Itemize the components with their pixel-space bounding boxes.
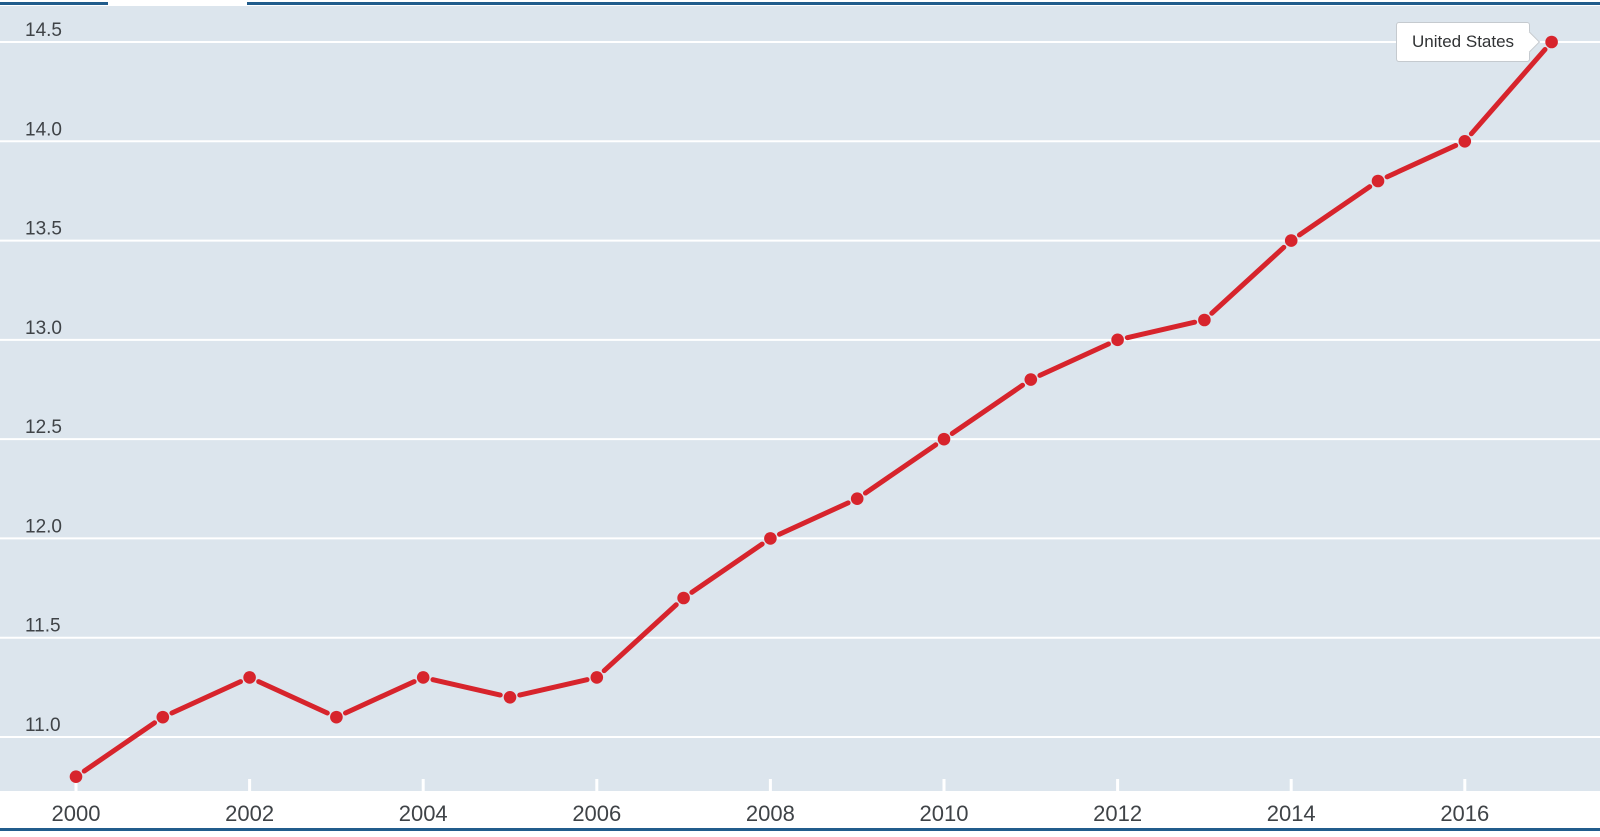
line-segment bbox=[169, 679, 244, 716]
data-point[interactable] bbox=[1458, 134, 1472, 148]
x-axis-label: 2006 bbox=[572, 801, 621, 826]
line-segment bbox=[1296, 184, 1373, 238]
data-point[interactable] bbox=[243, 671, 256, 684]
data-point[interactable] bbox=[503, 690, 517, 704]
data-point[interactable] bbox=[1198, 313, 1211, 327]
series-label: United States bbox=[1412, 32, 1515, 51]
bottom-border-line bbox=[0, 828, 1600, 831]
line-segment bbox=[256, 679, 330, 716]
y-axis-label: 12.5 bbox=[25, 417, 62, 438]
x-axis-label: 2000 bbox=[52, 801, 101, 826]
top-border-line-right bbox=[247, 2, 1600, 5]
x-axis-label: 2016 bbox=[1440, 801, 1489, 826]
line-segment bbox=[689, 541, 765, 595]
line-segment bbox=[601, 602, 679, 674]
y-axis-label: 11.5 bbox=[25, 616, 61, 637]
y-axis-label: 14.0 bbox=[25, 119, 62, 140]
series-label-tooltip[interactable]: United States bbox=[1396, 22, 1541, 62]
line-segment bbox=[517, 677, 590, 698]
line-segment bbox=[1037, 341, 1112, 378]
data-point[interactable] bbox=[416, 671, 430, 684]
x-tick bbox=[595, 779, 599, 791]
x-tick bbox=[421, 779, 425, 791]
y-axis-label: 14.5 bbox=[25, 20, 62, 41]
y-axis-label: 13.0 bbox=[25, 318, 62, 339]
x-tick bbox=[942, 779, 946, 791]
line-segment bbox=[776, 500, 851, 537]
top-border-line-left bbox=[0, 2, 108, 5]
y-axis-label: 11.0 bbox=[25, 715, 61, 736]
y-axis-label: 13.5 bbox=[25, 219, 62, 240]
x-axis-label: 2010 bbox=[920, 801, 969, 826]
line-segment bbox=[1468, 47, 1548, 137]
x-tick bbox=[248, 779, 252, 791]
data-point[interactable] bbox=[1371, 174, 1385, 188]
line-segment bbox=[949, 382, 1026, 436]
x-axis-label: 2008 bbox=[746, 801, 795, 826]
data-point[interactable] bbox=[937, 432, 951, 446]
x-axis-label: 2014 bbox=[1267, 801, 1316, 826]
data-point[interactable] bbox=[677, 591, 690, 605]
x-tick bbox=[1116, 779, 1120, 791]
data-point[interactable] bbox=[330, 710, 343, 724]
line-segment bbox=[1209, 244, 1287, 316]
x-axis-label: 2012 bbox=[1093, 801, 1142, 826]
x-axis-label: 2002 bbox=[225, 801, 274, 826]
line-segment bbox=[1124, 319, 1198, 341]
x-tick bbox=[768, 779, 772, 791]
data-point[interactable] bbox=[1111, 333, 1124, 347]
data-point[interactable] bbox=[1024, 373, 1038, 386]
x-tick bbox=[1463, 779, 1467, 791]
x-axis-label: 2004 bbox=[399, 801, 448, 826]
data-point[interactable] bbox=[1284, 234, 1298, 247]
line-segment bbox=[430, 677, 503, 698]
data-point[interactable] bbox=[1545, 35, 1558, 49]
line-segment bbox=[342, 679, 417, 716]
x-tick bbox=[1289, 779, 1293, 791]
data-point[interactable] bbox=[590, 671, 604, 684]
data-point[interactable] bbox=[69, 770, 83, 784]
y-axis-label: 12.0 bbox=[25, 516, 62, 537]
data-point[interactable] bbox=[764, 532, 777, 545]
line-segment bbox=[862, 442, 939, 496]
line-segment bbox=[81, 720, 158, 774]
plot-area bbox=[0, 6, 1600, 791]
data-point[interactable] bbox=[850, 492, 864, 506]
x-tick bbox=[74, 779, 78, 791]
line-segment bbox=[1384, 142, 1459, 180]
data-point[interactable] bbox=[156, 710, 170, 724]
